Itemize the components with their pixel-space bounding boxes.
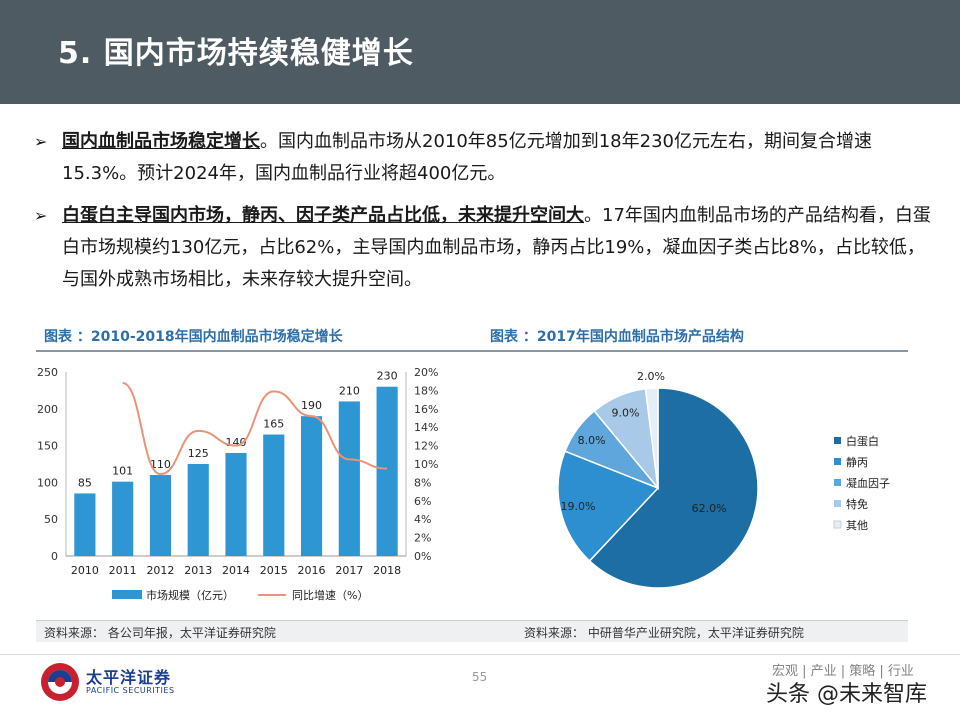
bar (300, 416, 323, 556)
x-tick-label: 2013 (184, 564, 212, 577)
bar-value-label: 85 (78, 476, 92, 489)
y2-tick-label: 12% (414, 440, 438, 453)
legend-line-label: 同比增速（%） (292, 588, 368, 602)
bar (112, 481, 134, 556)
watermark: 头条 @未来智库 (766, 682, 927, 707)
pie-value-label: 2.0% (637, 370, 665, 383)
y2-tick-label: 14% (414, 421, 438, 434)
y2-tick-label: 2% (414, 532, 431, 545)
y-tick-label: 150 (37, 440, 58, 453)
legend-bar-swatch (112, 590, 142, 599)
y2-tick-label: 20% (414, 366, 438, 379)
company-logo: 太平洋证券 PACIFIC SECURITIES (38, 660, 188, 704)
bar (74, 493, 96, 556)
bullet-list: ➢ 国内血制品市场稳定增长。国内血制品市场从2010年85亿元增加到18年230… (34, 126, 934, 306)
y-tick-label: 100 (37, 476, 58, 489)
y2-tick-label: 18% (414, 384, 438, 397)
y-tick-label: 0 (51, 550, 58, 563)
x-tick-label: 2011 (109, 564, 137, 577)
bar (149, 475, 172, 556)
bar-value-label: 125 (188, 447, 209, 460)
legend-label: 凝血因子 (846, 476, 890, 490)
bullet-lead: 国内血制品市场稳定增长 (62, 131, 260, 152)
x-tick-label: 2014 (222, 564, 250, 577)
bar (338, 401, 360, 556)
legend-swatch (834, 437, 841, 444)
bar-value-label: 101 (112, 465, 133, 478)
bar (376, 386, 398, 556)
right-source: 资料来源： 中研普华产业研究院，太平洋证券研究院 (524, 626, 804, 640)
legend-label: 特免 (846, 497, 868, 511)
x-tick-label: 2012 (146, 564, 174, 577)
left-chart-title: 图表 ：2010-2018年国内血制品市场稳定增长 (44, 329, 343, 345)
bullet-lead: 白蛋白主导国内市场，静丙、因子类产品占比低，未来提升空间大 (62, 205, 584, 226)
legend-swatch (834, 479, 841, 486)
legend-label: 其他 (846, 519, 868, 532)
arrow-bullet-icon: ➢ (34, 132, 48, 151)
bar (263, 434, 285, 556)
source-bar (36, 620, 908, 642)
bullet-text: 。国内血制品市场从2010年85亿元增加到18年230亿元左右，期间复合增速15… (62, 131, 872, 184)
y-tick-label: 50 (44, 513, 58, 526)
footer-line (0, 654, 960, 655)
logo-emblem-icon (41, 663, 79, 701)
legend-swatch (834, 458, 841, 465)
bar-value-label: 230 (377, 370, 398, 383)
pie-value-label: 62.0% (692, 502, 727, 515)
pie-value-label: 8.0% (578, 434, 606, 447)
y-tick-label: 200 (37, 403, 58, 416)
legend-swatch (834, 500, 841, 507)
x-tick-label: 2016 (298, 564, 326, 577)
bar-value-label: 190 (301, 399, 322, 412)
x-tick-label: 2017 (335, 564, 363, 577)
legend-label: 静丙 (846, 455, 868, 469)
arrow-bullet-icon: ➢ (34, 206, 48, 225)
y2-tick-label: 8% (414, 476, 431, 489)
x-tick-label: 2015 (260, 564, 288, 577)
bar-value-label: 165 (263, 418, 284, 431)
y2-tick-label: 6% (414, 495, 431, 508)
y2-tick-label: 0% (414, 550, 431, 563)
right-chart-title: 图表 ：2017年国内血制品市场产品结构 (490, 329, 744, 345)
logo-name: 太平洋证券 (86, 668, 172, 687)
legend-label: 白蛋白 (846, 434, 879, 448)
bar (187, 464, 209, 556)
pie-value-label: 19.0% (560, 500, 595, 513)
pie-value-label: 9.0% (611, 407, 639, 420)
pie-slice (588, 387, 759, 589)
x-tick-label: 2018 (373, 564, 401, 577)
page-number: 55 (472, 670, 488, 684)
legend-bar-label: 市场规模（亿元） (146, 588, 234, 602)
legend-swatch (833, 520, 842, 529)
bullet-item: ➢ 国内血制品市场稳定增长。国内血制品市场从2010年85亿元增加到18年230… (34, 126, 934, 190)
watermark-tagline: 宏观 | 产业 | 策略 | 行业 (772, 664, 914, 679)
slide-title: 5. 国内市场持续稳健增长 (58, 36, 414, 71)
logo-subtitle: PACIFIC SECURITIES (86, 686, 175, 695)
y-tick-label: 250 (37, 366, 58, 379)
left-source: 资料来源： 各公司年报，太平洋证券研究院 (44, 626, 276, 640)
y2-tick-label: 16% (414, 403, 438, 416)
y2-tick-label: 10% (414, 458, 438, 471)
bullet-item: ➢ 白蛋白主导国内市场，静丙、因子类产品占比低，未来提升空间大。17年国内血制品… (34, 200, 934, 296)
section-divider (36, 350, 908, 352)
bar-value-label: 110 (150, 458, 171, 471)
growth-rate-line (122, 382, 388, 476)
slide-header: 5. 国内市场持续稳健增长 (0, 0, 960, 104)
y2-tick-label: 4% (414, 513, 431, 526)
x-tick-label: 2010 (71, 564, 99, 577)
bar (225, 452, 247, 556)
bar-line-chart: 0 50 100 150 200 250 0% 2% 4% 6% 8% 10% 12% 14% 16% 18%… (37, 366, 438, 602)
bar-value-label: 210 (339, 384, 360, 397)
pie-slice (644, 387, 659, 489)
bullet-text: 。17年国内血制品市场的产品结构看，白蛋白市场规模约130亿元，占比62%，主导… (62, 205, 931, 290)
